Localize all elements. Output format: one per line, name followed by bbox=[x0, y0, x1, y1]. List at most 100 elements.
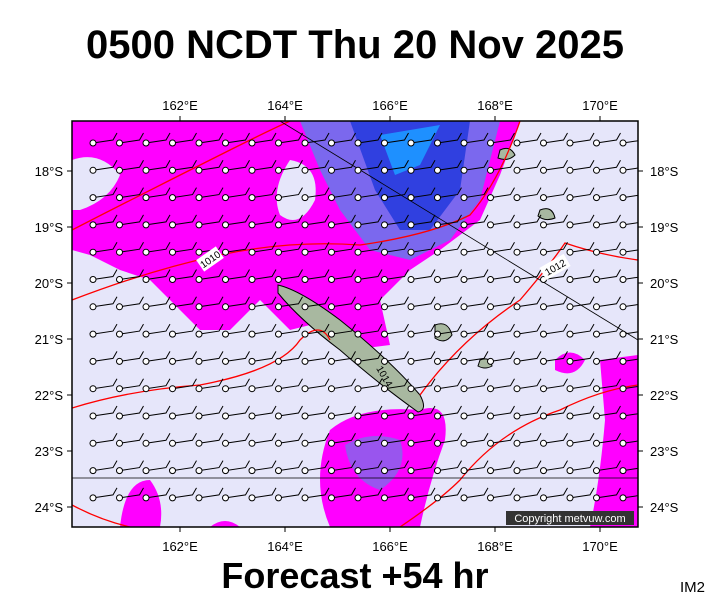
barb-shaft bbox=[225, 487, 250, 499]
barb-shaft bbox=[596, 296, 621, 308]
barb-station bbox=[354, 221, 362, 229]
barb-station bbox=[328, 330, 335, 338]
barb-shaft bbox=[596, 351, 621, 362]
barb-shaft bbox=[278, 132, 303, 144]
barb-station bbox=[487, 221, 494, 229]
barb-station bbox=[407, 166, 415, 174]
barb-station bbox=[407, 439, 415, 447]
barb-station bbox=[354, 494, 362, 502]
lon-label: 170°E bbox=[582, 539, 618, 554]
barb-shaft bbox=[596, 214, 621, 226]
wind-barb bbox=[195, 296, 224, 311]
wind-barb bbox=[513, 487, 542, 502]
barb-station bbox=[275, 248, 282, 256]
wind-barb bbox=[248, 214, 277, 229]
barb-station bbox=[328, 248, 335, 256]
barb-shaft bbox=[622, 467, 638, 472]
barb-shaft bbox=[172, 378, 197, 390]
barb-shaft bbox=[596, 323, 621, 335]
barb-station bbox=[89, 467, 97, 475]
lon-label: 170°E bbox=[582, 98, 618, 113]
lat-label: 18°S bbox=[650, 164, 679, 179]
barb-shaft bbox=[596, 487, 621, 499]
wind-barb bbox=[116, 405, 144, 420]
wind-barb bbox=[354, 187, 383, 202]
wind-barb bbox=[460, 323, 489, 338]
barb-shaft bbox=[410, 351, 436, 362]
barb-shaft bbox=[596, 241, 621, 253]
barb-station bbox=[487, 166, 494, 174]
lat-label: 24°S bbox=[35, 500, 64, 515]
barb-station bbox=[169, 412, 176, 420]
barb-station bbox=[487, 330, 494, 338]
wind-barb bbox=[116, 487, 144, 502]
barb-station bbox=[328, 439, 335, 447]
barb-station bbox=[142, 467, 150, 475]
wind-barb bbox=[301, 269, 330, 283]
barb-shaft bbox=[92, 487, 118, 499]
barb-shaft bbox=[410, 405, 436, 417]
clear-area bbox=[276, 160, 316, 220]
barb-shaft bbox=[278, 460, 303, 472]
lat-label: 22°S bbox=[35, 388, 64, 403]
barb-station bbox=[566, 139, 574, 147]
barb-station bbox=[619, 412, 627, 420]
barb-shaft bbox=[172, 487, 197, 499]
barb-station bbox=[434, 412, 441, 420]
lat-label: 24°S bbox=[650, 500, 679, 515]
wind-barb bbox=[487, 187, 515, 202]
wind-barb bbox=[222, 296, 250, 311]
barb-station bbox=[89, 494, 97, 502]
barb-shaft bbox=[569, 351, 595, 362]
barb-station bbox=[381, 385, 388, 393]
barb-shaft bbox=[596, 187, 621, 199]
wind-barb bbox=[593, 351, 621, 365]
barb-shaft bbox=[198, 160, 224, 171]
barb-shaft bbox=[119, 460, 144, 472]
wind-barb bbox=[169, 187, 197, 202]
wind-barb bbox=[460, 269, 489, 283]
lon-label: 168°E bbox=[477, 98, 513, 113]
barb-station bbox=[116, 439, 123, 447]
wind-barb bbox=[195, 487, 224, 502]
barb-shaft bbox=[437, 323, 462, 335]
wind-barb bbox=[460, 405, 489, 420]
barb-shaft bbox=[384, 187, 409, 199]
lon-label: 164°E bbox=[267, 98, 303, 113]
wind-barb bbox=[169, 433, 197, 447]
wind-barb bbox=[619, 166, 638, 174]
barb-station bbox=[142, 303, 150, 311]
barb-station bbox=[593, 412, 600, 420]
barb-station bbox=[89, 276, 97, 283]
barb-shaft bbox=[251, 160, 277, 171]
wind-barb bbox=[381, 351, 409, 365]
barb-station bbox=[222, 139, 229, 147]
barb-shaft bbox=[251, 433, 277, 444]
wind-barb bbox=[487, 269, 515, 283]
barb-shaft bbox=[198, 132, 224, 144]
barb-station bbox=[540, 439, 547, 447]
copyright-box bbox=[506, 511, 634, 525]
wind-barb bbox=[142, 433, 171, 447]
barb-shaft bbox=[225, 323, 250, 335]
wind-barb bbox=[460, 460, 489, 475]
barb-shaft bbox=[119, 160, 144, 171]
barb-station bbox=[275, 439, 282, 447]
barb-shaft bbox=[516, 460, 542, 472]
barb-shaft bbox=[463, 405, 489, 417]
barb-shaft bbox=[569, 323, 595, 335]
wind-barb bbox=[513, 269, 542, 283]
barb-shaft bbox=[331, 187, 356, 199]
wind-barb bbox=[142, 241, 171, 256]
wind-barb bbox=[593, 132, 621, 147]
barb-station bbox=[487, 494, 494, 502]
barb-station bbox=[513, 412, 521, 420]
wind-barb bbox=[593, 296, 621, 311]
barb-shaft bbox=[92, 241, 118, 253]
barb-station bbox=[169, 494, 176, 502]
barb-station bbox=[195, 357, 203, 365]
barb-station bbox=[142, 412, 150, 420]
barb-shaft bbox=[172, 323, 197, 335]
barb-shaft bbox=[357, 187, 383, 199]
barb-station bbox=[248, 412, 256, 420]
